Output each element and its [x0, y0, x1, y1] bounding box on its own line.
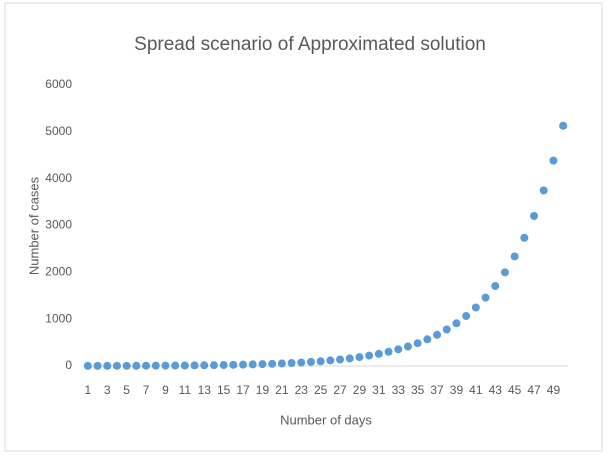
data-point	[132, 361, 141, 370]
data-point	[481, 293, 490, 302]
x-tick-label: 23	[295, 383, 309, 397]
data-point	[365, 351, 374, 360]
x-tick-label: 3	[104, 383, 111, 397]
data-point	[122, 361, 131, 370]
data-point	[520, 233, 529, 242]
y-tick-label: 4000	[45, 171, 72, 185]
data-point	[384, 347, 393, 356]
data-point	[93, 361, 102, 370]
x-tick-label: 19	[256, 383, 270, 397]
y-tick-label: 2000	[45, 265, 72, 279]
data-point	[190, 361, 199, 370]
y-tick-label: 3000	[45, 218, 72, 232]
data-point	[452, 319, 461, 328]
data-point	[83, 361, 92, 370]
data-point	[433, 330, 442, 339]
x-tick-label: 49	[547, 383, 561, 397]
data-point	[394, 345, 403, 354]
data-point	[500, 268, 509, 277]
data-point	[471, 303, 480, 312]
y-tick-label: 1000	[45, 311, 72, 325]
x-tick-label: 33	[392, 383, 406, 397]
x-tick-label: 47	[527, 383, 541, 397]
data-point	[345, 354, 354, 363]
x-tick-label: 43	[489, 383, 503, 397]
data-point	[423, 335, 432, 344]
x-tick-label: 41	[469, 383, 483, 397]
data-point	[491, 281, 500, 290]
data-point	[239, 360, 248, 369]
data-point	[277, 359, 286, 368]
data-point	[510, 252, 519, 261]
y-tick-label: 6000	[45, 77, 72, 91]
data-point	[180, 361, 189, 370]
data-point	[258, 360, 267, 369]
data-point	[549, 156, 558, 165]
data-point	[306, 357, 315, 366]
x-tick-label: 21	[275, 383, 289, 397]
data-point	[316, 357, 325, 366]
x-axis-label: Number of days	[280, 412, 372, 427]
x-tick-label: 7	[143, 383, 150, 397]
chart-title: Spread scenario of Approximated solution	[134, 34, 486, 55]
data-point	[336, 355, 345, 364]
y-tick-label: 0	[65, 358, 72, 372]
x-tick-label: 15	[217, 383, 231, 397]
data-point	[200, 361, 209, 370]
data-point	[559, 121, 568, 130]
x-tick-label: 31	[372, 383, 386, 397]
data-point	[297, 358, 306, 367]
x-tick-label: 5	[123, 383, 130, 397]
x-tick-label: 1	[85, 383, 92, 397]
data-point	[103, 361, 112, 370]
x-tick-label: 27	[333, 383, 347, 397]
x-tick-label: 39	[450, 383, 464, 397]
data-point	[539, 186, 548, 195]
x-tick-label: 9	[162, 383, 169, 397]
x-tick-label: 25	[314, 383, 328, 397]
x-tick-label: 35	[411, 383, 425, 397]
data-point	[229, 360, 238, 369]
x-tick-label: 13	[198, 383, 212, 397]
x-tick-label: 11	[179, 383, 192, 397]
x-tick-label: 45	[508, 383, 522, 397]
x-tick-label: 29	[353, 383, 367, 397]
data-point	[530, 211, 539, 220]
data-point	[171, 361, 180, 370]
data-point	[112, 361, 121, 370]
data-point	[287, 359, 296, 368]
data-point	[355, 353, 364, 362]
data-point	[219, 361, 228, 370]
y-axis-label: Number of cases	[26, 176, 41, 275]
x-tick-label: 17	[236, 383, 250, 397]
data-point	[161, 361, 170, 370]
data-point	[462, 312, 471, 321]
data-point	[268, 359, 277, 368]
y-tick-label: 5000	[45, 124, 72, 138]
data-point	[142, 361, 151, 370]
data-point	[151, 361, 160, 370]
data-point	[248, 360, 257, 369]
data-point	[209, 361, 218, 370]
chart-border	[4, 2, 603, 452]
data-point	[374, 349, 383, 358]
data-point	[413, 339, 422, 348]
x-tick-label: 37	[430, 383, 444, 397]
data-point	[442, 325, 451, 334]
data-point	[326, 356, 335, 365]
data-point	[403, 342, 412, 351]
